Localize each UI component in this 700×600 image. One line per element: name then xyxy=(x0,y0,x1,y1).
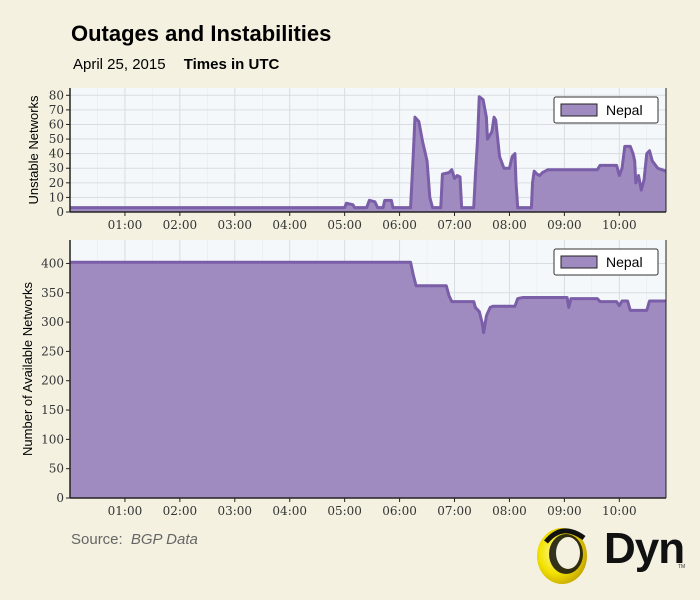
source-label: Source: xyxy=(71,531,123,548)
y-axis-title: Number of Available Networks xyxy=(20,282,35,456)
x-tick-label: 05:00 xyxy=(327,218,362,232)
timezone-note: Times in UTC xyxy=(183,56,280,73)
x-tick-label: 01:00 xyxy=(108,218,143,232)
series-line-nepal xyxy=(70,260,666,335)
x-tick-label: 04:00 xyxy=(272,218,307,232)
series-line-nepal xyxy=(70,95,667,210)
x-tick-label: 03:00 xyxy=(217,218,252,232)
chart-subtitle: April 25, 2015 Times in UTC xyxy=(73,56,279,73)
x-tick-label: 01:00 xyxy=(108,504,143,518)
x-tick-label: 05:00 xyxy=(327,504,362,518)
y-tick-label: 70 xyxy=(49,103,64,117)
x-tick-label: 03:00 xyxy=(217,504,252,518)
y-tick-label: 200 xyxy=(41,374,64,388)
y-tick-label: 400 xyxy=(41,256,64,270)
y-tick-label: 150 xyxy=(41,403,64,417)
y-tick-label: 250 xyxy=(41,344,64,358)
dyn-logo-icon xyxy=(537,528,587,584)
chart-date: April 25, 2015 xyxy=(73,56,166,73)
x-tick-label: 02:00 xyxy=(163,218,198,232)
legend-swatch xyxy=(560,103,598,117)
y-axis-title: Unstable Networks xyxy=(26,95,41,205)
chart-panel-2: 0 50 100 150 200 250 300 350 400 01:00 02:00 03:00 0… xyxy=(20,240,667,518)
source-note: Source: BGP Data xyxy=(71,531,198,548)
x-tick-label: 07:00 xyxy=(437,504,472,518)
y-tick-label: 300 xyxy=(41,315,64,329)
y-tick-label: 100 xyxy=(41,432,64,446)
x-tick-label: 08:00 xyxy=(492,218,527,232)
legend-label: Nepal xyxy=(606,102,643,118)
x-tick-label: 08:00 xyxy=(492,504,527,518)
x-tick-label: 02:00 xyxy=(163,504,198,518)
dyn-logo: Dyn TM xyxy=(532,520,692,590)
x-tick-label: 07:00 xyxy=(437,218,472,232)
x-tick-label: 06:00 xyxy=(382,218,417,232)
x-tick-label: 06:00 xyxy=(382,504,417,518)
series-area-nepal xyxy=(70,96,666,212)
legend-swatch xyxy=(560,255,598,269)
y-tick-label: 50 xyxy=(49,462,64,476)
dyn-logo-tm: TM xyxy=(678,564,686,570)
series-area-nepal xyxy=(70,262,666,498)
y-tick-label: 10 xyxy=(49,190,64,204)
chart-title: Outages and Instabilities xyxy=(71,21,332,46)
y-tick-label: 350 xyxy=(41,286,64,300)
y-tick-label: 60 xyxy=(49,117,64,131)
y-tick-label: 80 xyxy=(49,88,64,102)
y-tick-label: 20 xyxy=(49,176,64,190)
source-value: BGP Data xyxy=(130,531,198,548)
y-tick-label: 50 xyxy=(49,132,64,146)
y-tick-label: 0 xyxy=(56,205,64,219)
y-tick-label: 0 xyxy=(56,491,64,505)
dyn-logo-text: Dyn xyxy=(604,524,685,573)
x-tick-label: 04:00 xyxy=(272,504,307,518)
legend-label: Nepal xyxy=(606,254,643,270)
y-tick-label: 30 xyxy=(49,161,64,175)
x-tick-label: 10:00 xyxy=(602,218,637,232)
y-tick-label: 40 xyxy=(49,147,64,161)
x-tick-label: 09:00 xyxy=(547,218,582,232)
x-tick-label: 10:00 xyxy=(602,504,637,518)
x-tick-label: 09:00 xyxy=(547,504,582,518)
